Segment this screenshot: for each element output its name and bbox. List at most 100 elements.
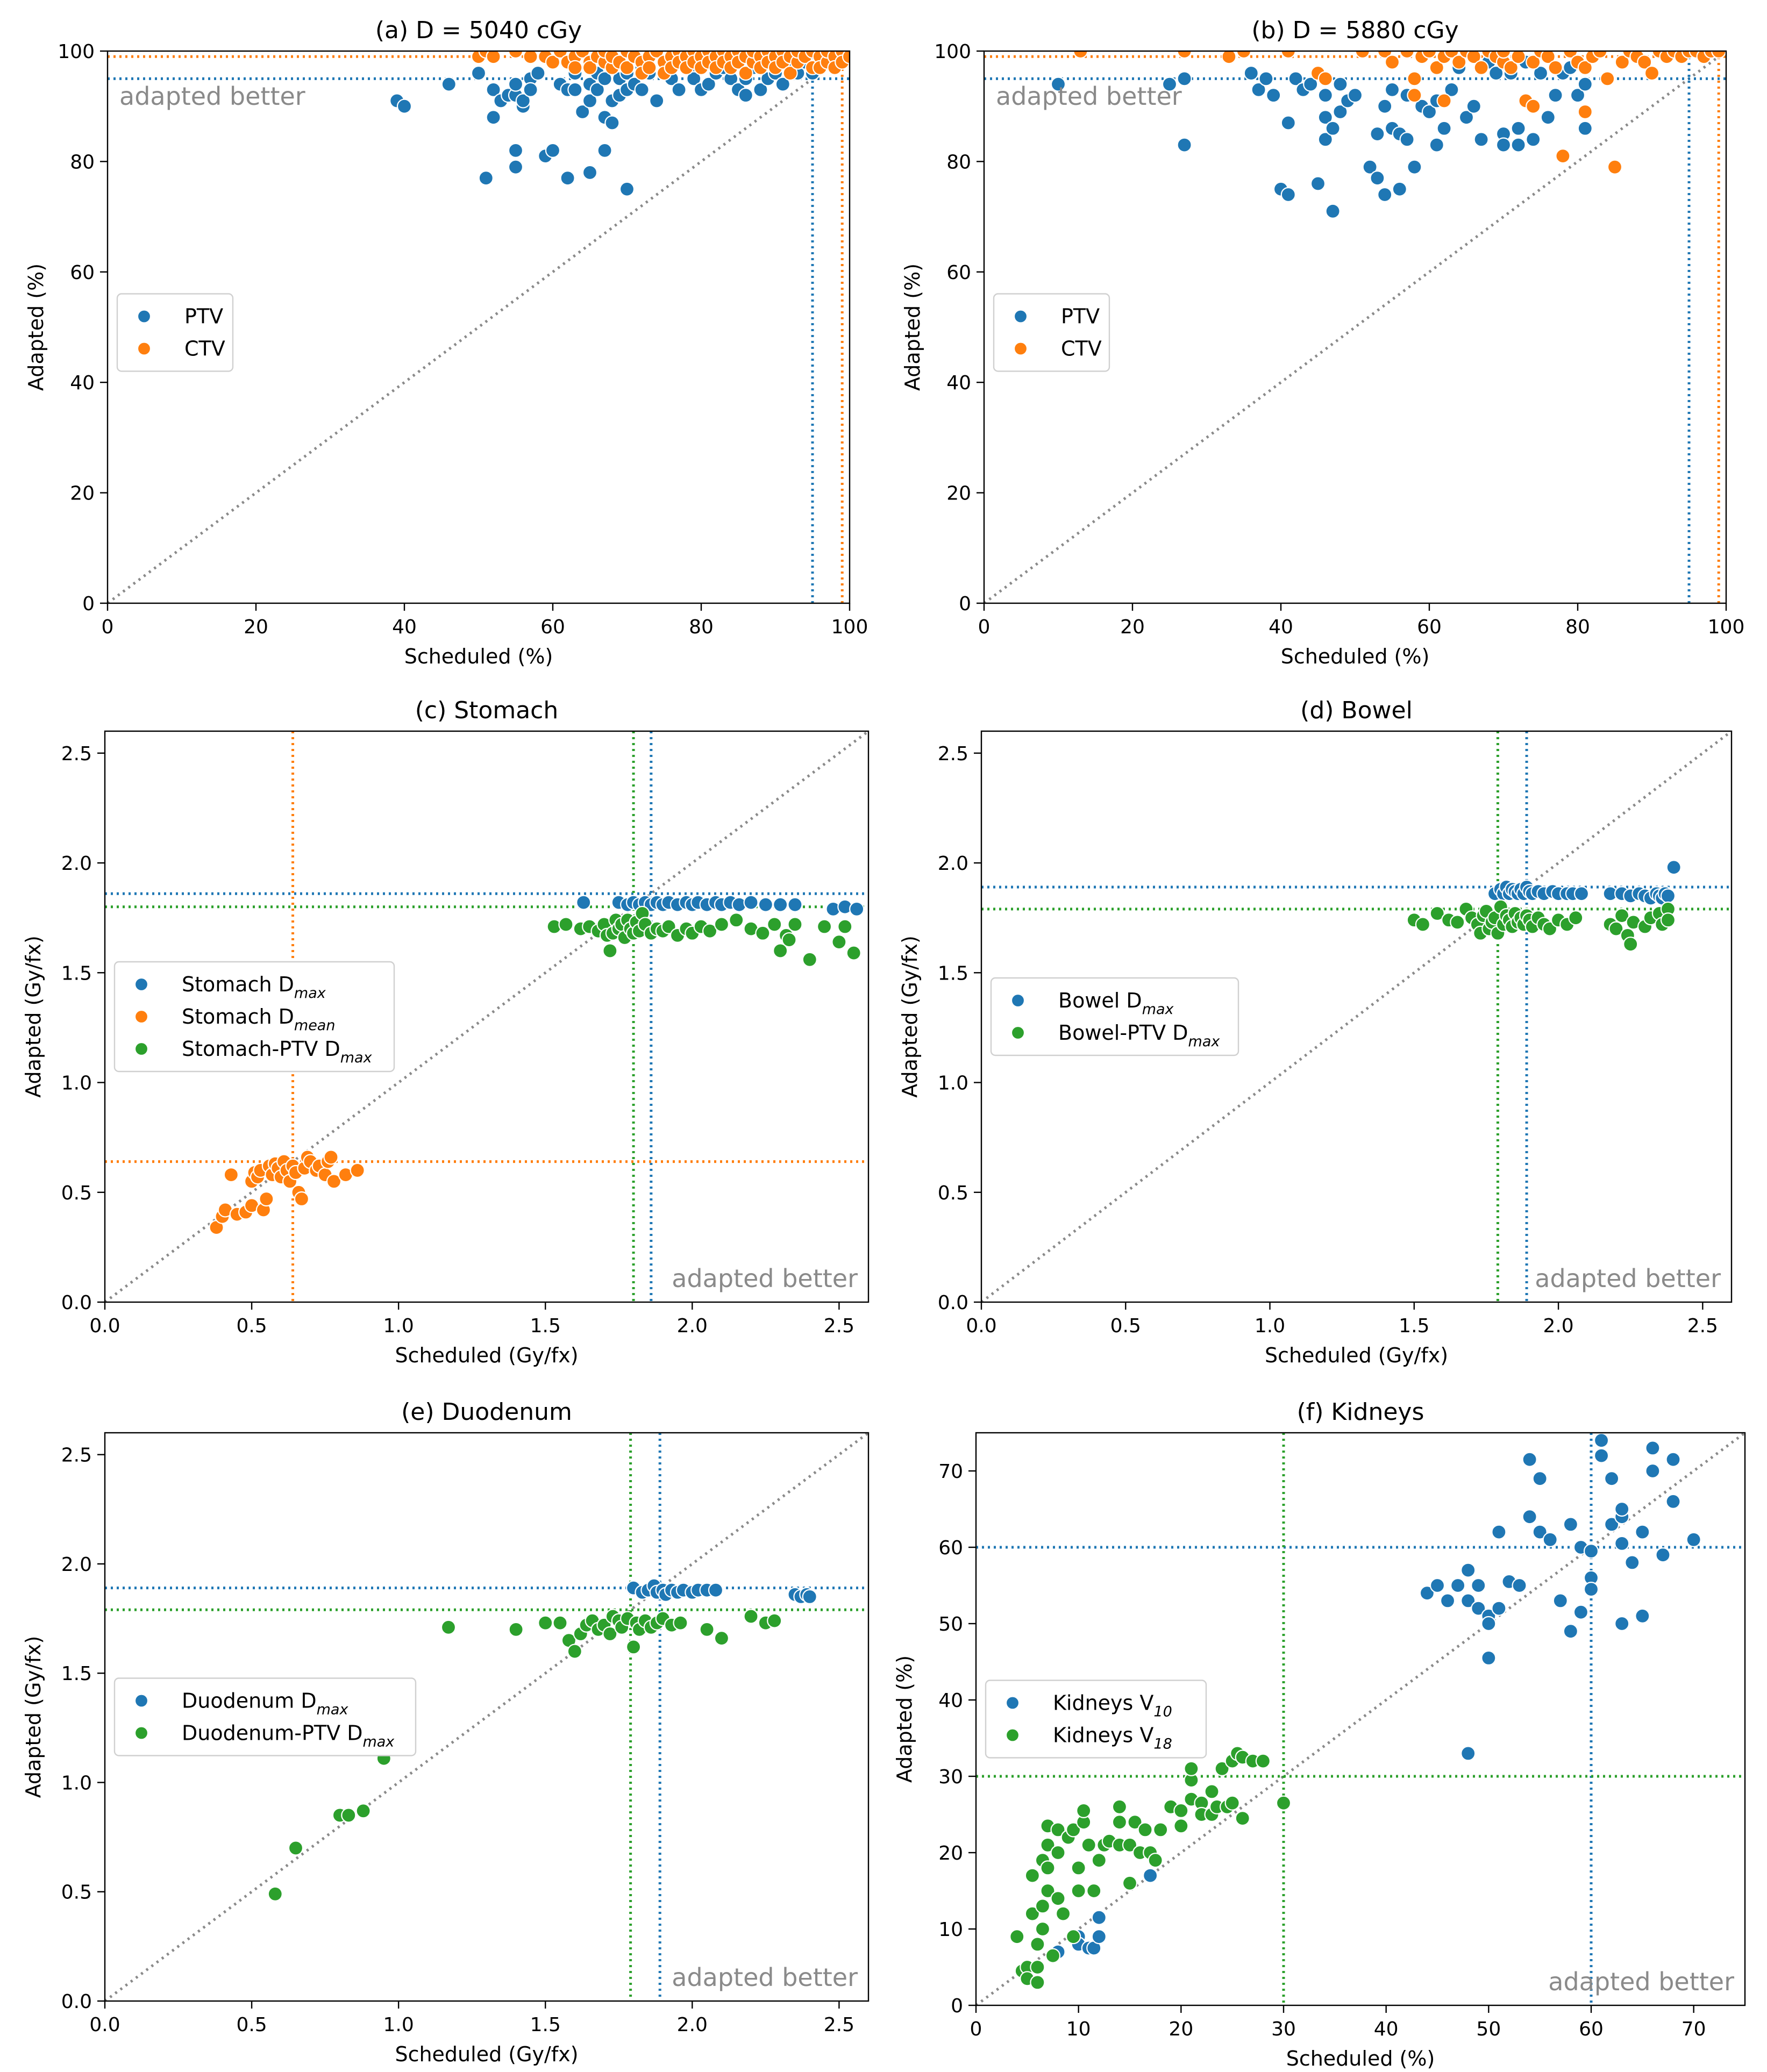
x-tick-label: 2.5 xyxy=(824,2014,854,2036)
legend-label-subscript: 18 xyxy=(1153,1736,1172,1753)
data-point xyxy=(1066,1822,1081,1838)
data-point xyxy=(1577,120,1593,136)
data-point xyxy=(1570,88,1586,103)
x-tick-label: 0 xyxy=(970,2018,982,2040)
data-point xyxy=(508,1621,524,1637)
data-point xyxy=(1091,1929,1107,1945)
data-point xyxy=(1460,1746,1476,1761)
x-tick-label: 0.0 xyxy=(89,2014,120,2036)
data-point xyxy=(1127,1814,1143,1830)
data-point xyxy=(1552,1593,1568,1609)
annotation-adapted-better: adapted better xyxy=(119,82,305,111)
data-point xyxy=(1471,1601,1486,1616)
x-tick-label: 20 xyxy=(244,616,268,638)
data-point xyxy=(1593,1448,1609,1463)
data-point xyxy=(1542,1532,1558,1547)
x-tick-label: 1.0 xyxy=(383,2014,414,2036)
data-point xyxy=(1645,1463,1661,1479)
axes-frame xyxy=(975,1432,1746,2006)
y-tick-label: 50 xyxy=(938,1613,963,1635)
data-point xyxy=(552,1615,568,1631)
chart-title: (f) Kidneys xyxy=(1297,1398,1424,1426)
data-point xyxy=(1280,187,1296,203)
data-point xyxy=(1655,1547,1671,1563)
data-point xyxy=(1071,1883,1086,1899)
legend-label-subscript: max xyxy=(362,1734,395,1751)
data-point xyxy=(1577,104,1593,120)
data-point xyxy=(558,917,574,932)
legend-label: PTV xyxy=(1061,305,1100,328)
data-point xyxy=(1473,60,1489,75)
y-axis-label: Adapted (Gy/fx) xyxy=(22,1636,45,1798)
data-point xyxy=(1512,1577,1527,1594)
annotation-adapted-better: adapted better xyxy=(996,82,1182,111)
annotation-adapted-better: adapted better xyxy=(672,1963,858,1992)
data-point xyxy=(738,88,753,103)
data-point xyxy=(523,82,538,97)
data-point xyxy=(1583,1582,1599,1597)
data-point xyxy=(701,76,716,92)
legend-label: Bowel-PTV Dmax xyxy=(1058,1021,1220,1050)
data-point xyxy=(1035,1921,1051,1937)
data-point xyxy=(1460,1593,1476,1609)
data-point xyxy=(1577,76,1593,92)
y-tick-label: 0.0 xyxy=(61,1292,92,1314)
data-point xyxy=(1637,54,1652,70)
identity-line xyxy=(976,1433,1745,2005)
data-point xyxy=(1607,159,1623,175)
data-point xyxy=(1686,1532,1701,1547)
data-point xyxy=(1644,65,1660,81)
data-point xyxy=(1384,54,1400,70)
data-point xyxy=(802,952,817,967)
data-point xyxy=(1399,51,1415,59)
data-point xyxy=(1333,76,1348,92)
series-bowel-ptv-dmax xyxy=(1406,899,1676,952)
data-point xyxy=(1288,71,1303,87)
legend-marker xyxy=(1010,1025,1025,1040)
data-point xyxy=(1377,187,1393,203)
data-point xyxy=(508,159,524,175)
y-axis-label: Adapted (%) xyxy=(893,1655,916,1783)
legend-label: Duodenum Dmax xyxy=(182,1689,348,1718)
x-tick-label: 1.0 xyxy=(1255,1315,1285,1337)
data-point xyxy=(1458,110,1474,125)
axes-frame xyxy=(104,1432,870,2002)
y-tick-label: 60 xyxy=(938,1537,963,1559)
data-point xyxy=(1370,126,1385,142)
data-point xyxy=(582,93,598,109)
x-tick-label: 0 xyxy=(102,616,114,638)
data-point xyxy=(782,65,798,81)
legend-label-subscript: max xyxy=(340,1049,373,1066)
data-point xyxy=(1040,1860,1056,1876)
x-tick-label: 100 xyxy=(1708,616,1745,638)
data-point xyxy=(1355,51,1370,59)
axes-frame xyxy=(104,730,870,1303)
y-tick-label: 20 xyxy=(938,1842,963,1864)
data-point xyxy=(708,1582,724,1598)
legend-marker xyxy=(1013,309,1028,324)
data-point xyxy=(1510,137,1526,153)
data-point xyxy=(1112,1814,1128,1830)
data-point xyxy=(267,1886,283,1902)
x-tick-label: 1.5 xyxy=(1399,1315,1429,1337)
y-tick-label: 40 xyxy=(938,1690,963,1712)
data-point xyxy=(523,51,538,65)
data-point xyxy=(567,1644,582,1659)
data-point xyxy=(1384,82,1400,97)
legend-marker xyxy=(134,1694,149,1708)
data-point xyxy=(1503,60,1519,75)
data-point xyxy=(1488,65,1504,81)
data-point xyxy=(1614,1616,1630,1632)
data-point xyxy=(323,1149,339,1165)
data-point xyxy=(1608,921,1624,937)
x-tick-label: 0.0 xyxy=(89,1315,120,1337)
data-point xyxy=(1526,98,1541,114)
legend-label-main: Stomach D xyxy=(182,973,294,996)
legend-box xyxy=(113,1677,417,1756)
data-point xyxy=(1035,1898,1051,1914)
data-point xyxy=(1635,1608,1650,1624)
data-point xyxy=(1491,1601,1507,1616)
x-tick-label: 0.5 xyxy=(236,1315,267,1337)
data-point xyxy=(1577,60,1593,75)
legend-label-main: Kidneys V xyxy=(1053,1724,1153,1747)
